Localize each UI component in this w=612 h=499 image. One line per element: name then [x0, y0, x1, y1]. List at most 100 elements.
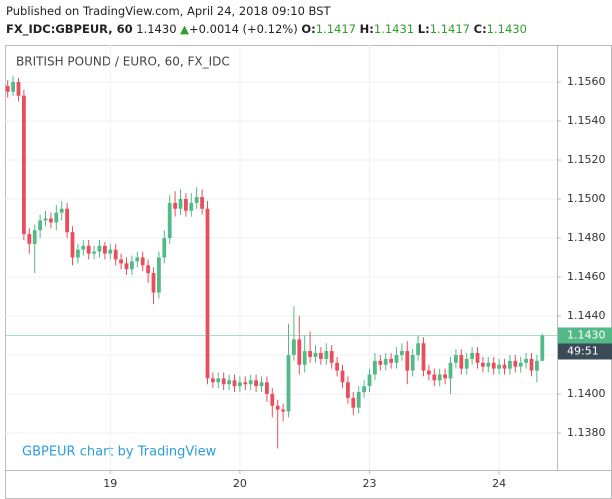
y-tick-label: 1.1560 — [567, 75, 606, 88]
candle-body — [86, 245, 91, 254]
x-tick-label: 20 — [233, 477, 247, 490]
candle-body — [346, 382, 350, 398]
candle-body — [248, 380, 253, 385]
last-price-label: 1.1430 — [567, 328, 606, 341]
candle-body — [356, 392, 361, 408]
candle-body — [275, 405, 280, 410]
candle-body — [383, 358, 388, 365]
o-value: 1.1417 — [315, 22, 356, 36]
candle-body — [216, 378, 221, 383]
candle-body — [297, 339, 302, 365]
l-value: 1.1417 — [429, 22, 470, 36]
candle-body — [427, 370, 431, 375]
candle-body — [437, 374, 442, 381]
candle-body — [5, 85, 10, 92]
candle-body — [518, 362, 523, 367]
y-tick-label: 1.1540 — [567, 114, 606, 127]
candle-body — [535, 360, 539, 371]
candle-body — [200, 197, 204, 209]
candle-body — [178, 199, 183, 209]
candle-body — [135, 257, 140, 262]
candle-body — [140, 257, 145, 266]
x-tick-label: 23 — [363, 477, 377, 490]
candle-body — [27, 234, 32, 244]
candle-body — [162, 238, 167, 258]
y-tick-label: 1.1500 — [567, 192, 606, 205]
candle-body — [502, 364, 507, 369]
candle-body — [529, 358, 534, 371]
candle-body — [38, 220, 42, 231]
candle-body — [103, 245, 107, 254]
candle-body — [32, 230, 37, 244]
candle-body — [292, 339, 296, 355]
candle-body — [227, 380, 231, 385]
y-tick-label: 1.1460 — [567, 270, 606, 283]
candle-body — [421, 343, 426, 371]
candle-body — [416, 343, 420, 355]
candle-body — [16, 82, 21, 96]
candle-body — [313, 353, 318, 357]
candle-body — [394, 354, 399, 363]
candle-body — [459, 354, 464, 369]
candle-body — [194, 197, 199, 203]
candle-body — [254, 380, 258, 387]
candle-body — [270, 393, 275, 406]
candle-body — [340, 370, 345, 383]
y-tick-label: 1.1380 — [567, 426, 606, 439]
x-tick-label: 24 — [492, 477, 506, 490]
x-tick-label: 19 — [103, 477, 117, 490]
h-value: 1.1431 — [373, 22, 415, 36]
candle-body — [97, 245, 102, 252]
candle-body — [400, 351, 404, 355]
watermark: GBPEUR chart by TradingView — [22, 445, 217, 460]
candle-body — [324, 351, 329, 359]
candle-body — [540, 335, 545, 361]
candle-body — [146, 265, 150, 274]
symbol: FX_IDC:GBPEUR, 60 — [6, 22, 133, 36]
candle-body — [378, 360, 383, 365]
candle-body — [238, 382, 242, 387]
candle-body — [265, 382, 269, 394]
candle-body — [329, 351, 334, 363]
candle-body — [286, 354, 291, 412]
candle-body — [308, 351, 312, 357]
candle-body — [464, 358, 469, 369]
candle-body — [410, 354, 415, 371]
candle-body — [119, 259, 123, 264]
candle-body — [243, 382, 248, 385]
countdown: 49:51 — [567, 344, 599, 357]
c-label: C: — [473, 22, 487, 36]
candle-body — [130, 261, 134, 270]
candle-body — [367, 374, 372, 387]
candle-body — [81, 245, 86, 250]
last-price-box — [558, 327, 612, 344]
candle-body — [221, 378, 226, 385]
candle-body — [124, 263, 129, 270]
candle-body — [173, 202, 177, 209]
change: +0.0014 (+0.12%) — [189, 22, 298, 36]
candle-body — [43, 218, 48, 221]
candle-body — [167, 202, 172, 239]
candle-body — [108, 249, 113, 254]
candle-body — [454, 354, 458, 363]
candle-body — [113, 249, 118, 260]
h-label: H: — [359, 22, 374, 36]
last: 1.1430 — [136, 22, 177, 36]
published: Published on TradingView.com, April 24, … — [6, 4, 331, 18]
y-tick-label: 1.1520 — [567, 153, 606, 166]
candle-body — [319, 353, 323, 359]
y-tick-label: 1.1480 — [567, 231, 606, 244]
candle-body — [373, 360, 377, 375]
candle-body — [232, 380, 237, 387]
candle-body — [481, 362, 485, 367]
candle-body — [432, 374, 437, 381]
candle-body — [486, 362, 491, 367]
candle-body — [92, 251, 96, 254]
candle-body — [189, 202, 194, 211]
candle-body — [335, 362, 339, 371]
candle-body — [443, 374, 447, 379]
candle-body — [11, 82, 15, 92]
c-value: 1.1430 — [486, 22, 527, 36]
